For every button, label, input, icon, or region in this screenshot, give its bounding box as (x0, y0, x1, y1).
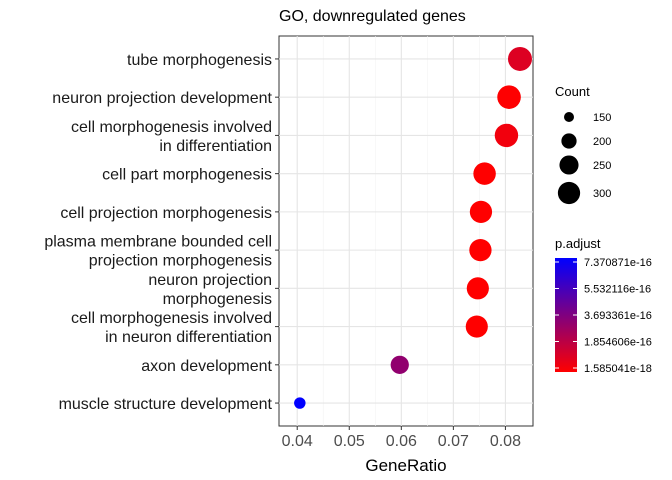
y-tick-label: cell morphogenesis involved (71, 310, 272, 327)
color-legend: p.adjust 7.370871e-16 5.532116e-16 3.69336… (555, 236, 652, 375)
size-legend-title: Count (555, 84, 590, 99)
data-point (469, 200, 493, 224)
size-legend-dot (564, 112, 574, 122)
data-point (466, 277, 489, 300)
data-point (473, 162, 496, 185)
chart-title: GO, downregulated genes (279, 8, 466, 25)
y-tick-label: cell part morphogenesis (102, 167, 272, 184)
data-point (497, 85, 521, 109)
x-axis-title: GeneRatio (365, 456, 446, 475)
y-tick-label: axon development (141, 358, 272, 375)
x-tick-label: 0.04 (282, 433, 313, 450)
y-tick-label: cell projection morphogenesis (60, 205, 272, 222)
data-point (294, 397, 306, 409)
color-legend-label: 5.532116e-16 (584, 284, 651, 296)
data-point (494, 123, 519, 148)
size-legend-label: 250 (593, 160, 611, 172)
data-points (294, 46, 532, 409)
color-legend-label: 7.370871e-16 (584, 257, 652, 269)
x-tick-label: 0.07 (438, 433, 469, 450)
x-tick-label: 0.08 (490, 433, 521, 450)
color-legend-label: 1.585041e-18 (584, 363, 652, 375)
y-tick-label: projection morphogenesis (89, 253, 272, 270)
x-tick-label: 0.05 (334, 433, 365, 450)
data-point (469, 238, 492, 262)
size-legend: Count 150 200 250 300 (555, 84, 611, 205)
x-axis: 0.04 0.05 0.06 0.07 0.08 (282, 426, 521, 450)
data-point (465, 315, 488, 338)
size-legend-label: 200 (593, 136, 611, 148)
data-point (507, 46, 532, 71)
color-legend-label: 1.854606e-16 (584, 337, 652, 349)
y-tick-label: muscle structure development (59, 396, 273, 413)
y-axis-labels: tube morphogenesis neuron projection deve… (44, 52, 279, 413)
size-legend-dot (561, 133, 577, 149)
size-legend-dot (557, 181, 581, 205)
y-tick-label: plasma membrane bounded cell (44, 234, 272, 251)
y-tick-label: in neuron differentiation (105, 329, 272, 346)
y-tick-label: tube morphogenesis (127, 52, 272, 69)
color-legend-title: p.adjust (555, 236, 601, 251)
y-tick-label: cell morphogenesis involved (71, 119, 272, 136)
y-tick-label: neuron projection (148, 272, 272, 289)
color-legend-bar (555, 258, 577, 372)
size-legend-dot (559, 155, 579, 175)
y-tick-label: morphogenesis (163, 291, 272, 308)
size-legend-label: 150 (593, 112, 611, 124)
color-legend-label: 3.693361e-16 (584, 310, 652, 322)
y-tick-label: in differentiation (159, 138, 272, 155)
size-legend-label: 300 (593, 188, 611, 200)
y-tick-label: neuron projection development (52, 90, 272, 107)
x-tick-label: 0.06 (386, 433, 417, 450)
data-point (390, 355, 409, 374)
